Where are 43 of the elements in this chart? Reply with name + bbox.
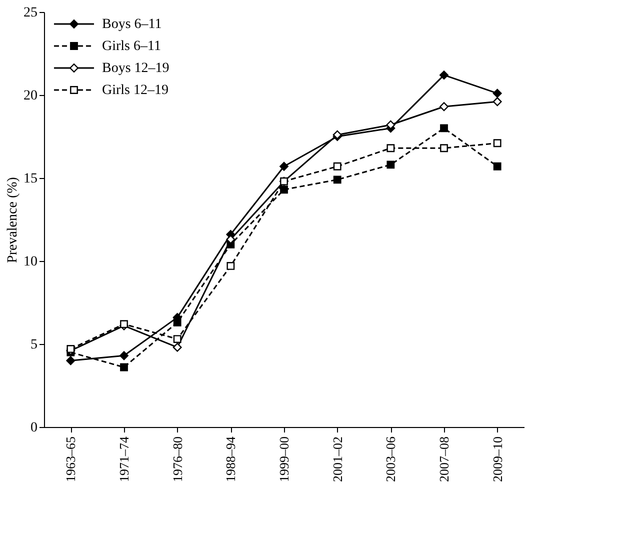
y-tick-label: 10 (24, 254, 38, 270)
point (173, 318, 182, 326)
point (226, 262, 235, 270)
point (440, 102, 448, 112)
point (280, 186, 288, 194)
point (386, 160, 395, 169)
y-tick-label: 5 (30, 338, 38, 352)
point (173, 335, 182, 343)
y-tick-label: 25 (24, 6, 38, 20)
y-tick-label: 15 (24, 172, 38, 186)
point (280, 177, 288, 186)
point (120, 351, 128, 360)
legend-label: Boys 12–19 (102, 61, 170, 76)
x-tick-label: 1971–74 (116, 436, 132, 482)
x-tick-label: 1988–94 (223, 436, 238, 482)
point (492, 88, 502, 98)
point (493, 139, 502, 148)
point (440, 124, 448, 132)
point (333, 176, 342, 184)
x-tick-label: 2001–02 (330, 436, 345, 482)
point (333, 162, 342, 170)
x-tick-label: 2009–10 (490, 436, 505, 482)
x-tick-label: 1999–00 (276, 436, 292, 482)
point (66, 345, 75, 353)
legend-label: Boys 6–11 (102, 17, 162, 32)
point (440, 144, 448, 152)
point (440, 70, 448, 80)
point (386, 144, 395, 152)
point (66, 356, 76, 366)
point (120, 363, 128, 372)
x-tick-label: 2003–06 (383, 436, 398, 482)
y-tick-label: 0 (30, 420, 38, 436)
point (280, 162, 288, 171)
x-tick-label: 1963–65 (63, 436, 78, 482)
point (493, 162, 502, 170)
point (492, 97, 502, 106)
point (172, 342, 182, 352)
x-tick-label: 1976–80 (170, 436, 185, 482)
x-tick-label: 2007–08 (436, 436, 452, 482)
legend-label: Girls 6–11 (102, 39, 161, 54)
y-tick-label: 20 (24, 88, 38, 104)
y-axis-title: Prevalence (%) (6, 176, 20, 263)
legend-label: Girls 12–19 (102, 83, 168, 98)
